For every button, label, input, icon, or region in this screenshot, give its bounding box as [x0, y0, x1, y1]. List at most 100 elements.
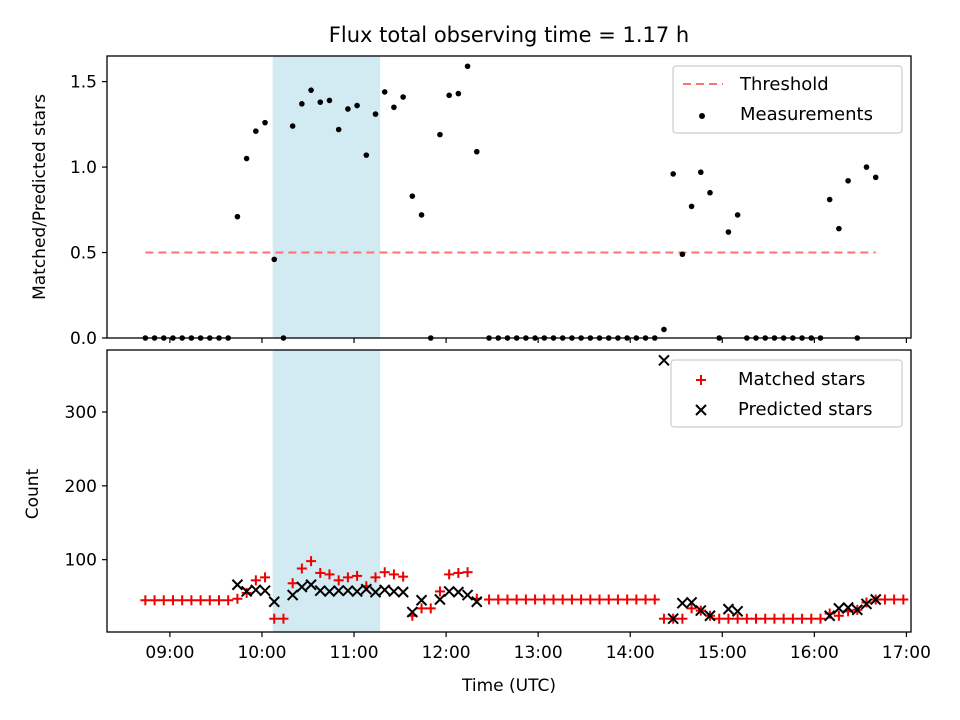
predicted-star-point: [397, 586, 409, 598]
matched-star-point: [797, 613, 808, 624]
matched-star-point: [732, 613, 743, 624]
matched-star-point: [511, 594, 522, 605]
bottom-legend-frame: [670, 359, 903, 428]
matched-star-point: [324, 569, 335, 580]
measurement-point: [262, 119, 268, 126]
matched-star-point: [539, 594, 550, 605]
bottom-y-tick-label: 100: [65, 551, 97, 571]
top-y-axis-label: Matched/Predicted stars: [30, 94, 50, 300]
predicted-star-point: [406, 606, 419, 618]
matched-star-point: [462, 567, 473, 578]
top-legend: Threshold Measurements: [672, 65, 903, 134]
matched-star-point: [760, 613, 771, 624]
matched-star-point: [223, 595, 234, 606]
legend-plus-marker: [696, 375, 706, 385]
measurement-point: [863, 164, 870, 170]
predicted-star-point: [332, 584, 345, 597]
predicted-star-point: [851, 604, 864, 616]
measurement-point: [363, 152, 370, 158]
predicted-stars-series: [231, 354, 882, 625]
bottom-x-tick-label: 13:00: [514, 643, 563, 663]
predicted-star-point: [731, 605, 744, 618]
measurement-point: [289, 123, 296, 129]
legend-predicted-swatch: [695, 404, 707, 416]
matched-star-point: [769, 613, 780, 624]
predicted-star-point: [704, 610, 716, 622]
legend-predicted-label: Predicted stars: [738, 399, 872, 420]
predicted-star-point: [842, 601, 854, 614]
matched-star-point: [557, 594, 568, 605]
predicted-star-point: [379, 584, 391, 596]
predicted-star-point: [695, 604, 707, 617]
bottom-x-tick-label: 17:00: [882, 643, 931, 663]
bottom-y-axis-label: Count: [23, 468, 43, 519]
predicted-star-point: [369, 586, 382, 598]
measurement-point: [253, 128, 259, 134]
bottom-panel: 100 200 300 09:00 10:00 11:00 12:00 13:00 14:00…: [23, 349, 931, 696]
matched-star-point: [140, 595, 151, 606]
predicted-star-point: [259, 584, 271, 597]
bottom-axes-frame: [106, 349, 912, 633]
measurement-point: [354, 102, 360, 109]
predicted-star-point: [658, 354, 670, 367]
matched-star-point: [576, 594, 587, 605]
measurement-point: [299, 101, 305, 107]
measurement-point: [271, 256, 278, 263]
bottom-x-tick-label: 11:00: [330, 643, 379, 663]
matched-star-point: [352, 570, 363, 581]
matched-star-point: [815, 613, 826, 624]
matched-star-point: [315, 567, 326, 578]
matched-star-point: [434, 586, 445, 597]
predicted-star-point: [471, 596, 483, 608]
matched-star-point: [444, 569, 455, 580]
predicted-star-point: [685, 596, 698, 609]
matched-star-point: [484, 594, 495, 605]
bottom-x-tick-label: 12:00: [422, 643, 471, 663]
predicted-star-point: [342, 584, 354, 597]
bottom-y-ticks: 100 200 300: [65, 403, 107, 571]
matched-star-point: [158, 595, 169, 606]
legend-matched-swatch: [696, 375, 706, 385]
bottom-x-tick-label: 10:00: [237, 643, 286, 663]
matched-star-point: [658, 613, 669, 624]
matched-star-point: [204, 595, 215, 606]
matched-star-point: [214, 595, 225, 606]
matched-star-point: [778, 613, 789, 624]
matched-star-point: [741, 613, 752, 624]
matched-star-point: [416, 603, 427, 614]
top-y-tick-label: 0.0: [70, 329, 97, 349]
top-shaded-interval: [272, 56, 381, 338]
legend-threshold-label: Threshold: [739, 74, 829, 95]
measurement-point: [381, 89, 388, 95]
matched-star-point: [787, 613, 798, 624]
bottom-x-tick-label: 15:00: [698, 643, 747, 663]
figure-title: Flux total observing time = 1.17 h: [329, 23, 689, 47]
matched-star-point: [502, 594, 513, 605]
bottom-x-tick-label: 09:00: [145, 643, 194, 663]
matched-star-point: [177, 595, 188, 606]
measurement-point: [725, 229, 732, 235]
predicted-star-point: [323, 585, 336, 598]
matched-star-point: [603, 594, 614, 605]
measurement-point: [437, 131, 443, 138]
legend-x-marker: [695, 404, 707, 416]
matched-star-point: [879, 594, 890, 605]
predicted-star-point: [268, 596, 280, 608]
matched-star-point: [640, 594, 651, 605]
matched-star-point: [149, 595, 160, 606]
matched-star-point: [186, 595, 197, 606]
matched-star-point: [520, 594, 531, 605]
bottom-y-tick-label: 300: [65, 403, 97, 423]
matched-star-point: [260, 572, 271, 583]
matched-star-point: [287, 578, 298, 589]
bottom-x-tick-label: 16:00: [790, 643, 839, 663]
predicted-star-point: [250, 584, 262, 596]
predicted-star-point: [286, 589, 299, 601]
matched-star-point: [241, 587, 252, 598]
matched-star-point: [649, 594, 660, 605]
measurement-point: [473, 148, 480, 155]
matched-star-point: [714, 613, 725, 624]
top-legend-frame: [672, 65, 903, 134]
matched-star-point: [889, 594, 900, 605]
measurement-point: [409, 193, 416, 199]
